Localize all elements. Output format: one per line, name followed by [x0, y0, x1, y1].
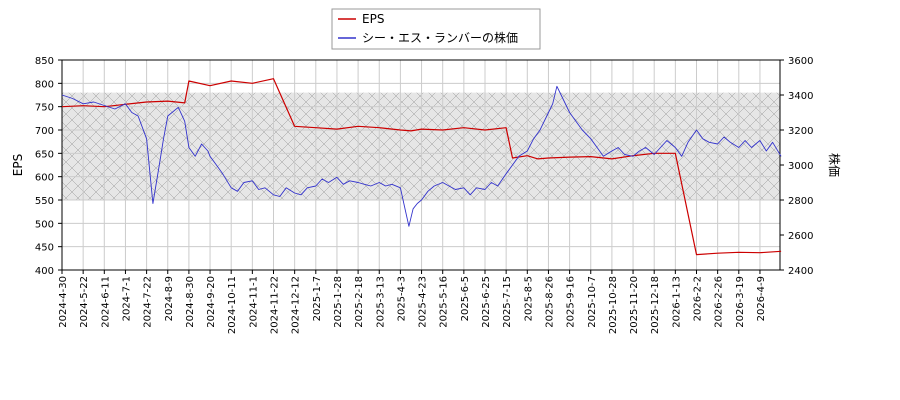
right-tick-label: 3400	[788, 91, 813, 102]
shaded-band-hatch	[62, 92, 780, 200]
x-tick-label: 2024-5-22	[79, 276, 90, 328]
x-tick-label: 2025-6-25	[481, 276, 492, 328]
legend-box	[331, 8, 541, 50]
series-layer	[61, 78, 782, 256]
x-tick-label: 2025-8-26	[544, 276, 555, 328]
left-tick-label: 550	[35, 196, 54, 207]
left-axis: 400 450 500 550 600 650 700 750 800 850	[35, 56, 62, 277]
x-tick-label: 2026-2-26	[714, 276, 725, 328]
right-tick-label: 2600	[788, 231, 813, 242]
x-tick-label: 2025-3-13	[375, 276, 386, 328]
series-stock-price-line	[61, 85, 782, 227]
left-tick-label: 700	[35, 126, 54, 137]
x-tick-label: 2026-1-13	[671, 276, 682, 328]
x-tick-label: 2025-6-5	[460, 276, 471, 321]
series-eps-line	[61, 78, 782, 256]
right-tick-label: 3000	[788, 161, 813, 172]
left-tick-label: 750	[35, 103, 54, 114]
x-tick-label: 2025-9-16	[566, 276, 577, 328]
x-tick-label: 2024-12-12	[291, 276, 302, 334]
x-tick-label: 2024-8-30	[185, 276, 196, 328]
left-tick-label: 400	[35, 266, 54, 277]
x-tick-label: 2026-3-19	[735, 276, 746, 328]
left-tick-label: 800	[35, 79, 54, 90]
x-tick-label: 2025-7-15	[502, 276, 513, 328]
right-axis-title: 株価	[827, 153, 842, 177]
x-tick-label: 2024-7-22	[143, 276, 154, 328]
x-tick-label: 2024-6-11	[100, 276, 111, 328]
x-tick-label: 2024-11-1	[248, 276, 259, 328]
left-tick-label: 850	[35, 56, 54, 67]
grid-layer	[61, 59, 780, 271]
left-axis-title: EPS	[11, 154, 25, 176]
x-tick-label: 2024-4-30	[58, 276, 69, 328]
left-tick-label: 650	[35, 149, 54, 160]
x-tick-label: 2025-1-28	[333, 276, 344, 328]
shaded-band-layer	[62, 92, 780, 200]
x-tick-label: 2025-4-23	[418, 276, 429, 328]
x-tick-label: 2024-9-20	[206, 276, 217, 328]
right-tick-label: 3600	[788, 56, 813, 67]
x-tick-label: 2026-2-2	[693, 276, 704, 321]
left-tick-label: 450	[35, 243, 54, 254]
x-tick-label: 2025-10-7	[587, 276, 598, 328]
right-tick-label: 2800	[788, 196, 813, 207]
legend: EPS シー・エス・ランバーの株価	[331, 8, 541, 50]
x-tick-label: 2024-7-1	[121, 276, 132, 321]
x-tick-label: 2025-4-3	[396, 276, 407, 321]
x-tick-label: 2025-12-18	[650, 276, 661, 334]
x-tick-label: 2026-4-9	[756, 276, 767, 321]
x-axis: 2024-4-30 2024-5-22 2024-6-11 2024-7-1 2024-…	[58, 270, 767, 334]
x-tick-label: 2025-2-18	[354, 276, 365, 328]
x-tick-label: 2024-11-22	[270, 276, 281, 334]
x-tick-label: 2025-8-5	[523, 276, 534, 321]
x-tick-label: 2025-10-28	[608, 276, 619, 334]
left-tick-label: 500	[35, 219, 54, 230]
right-tick-label: 2400	[788, 266, 813, 277]
left-tick-label: 600	[35, 173, 54, 184]
x-tick-label: 2024-10-11	[227, 276, 238, 334]
legend-label-eps: EPS	[362, 12, 384, 26]
right-axis: 2400 2600 2800 3000 3200 3400 3600	[780, 56, 813, 277]
right-tick-label: 3200	[788, 126, 813, 137]
x-tick-label: 2025-11-20	[629, 276, 640, 334]
x-tick-label: 2025-5-16	[439, 276, 450, 328]
x-tick-label: 2025-1-7	[312, 276, 323, 321]
x-tick-label: 2024-8-9	[164, 276, 175, 321]
legend-label-stock-price: シー・エス・ランバーの株価	[362, 30, 518, 45]
